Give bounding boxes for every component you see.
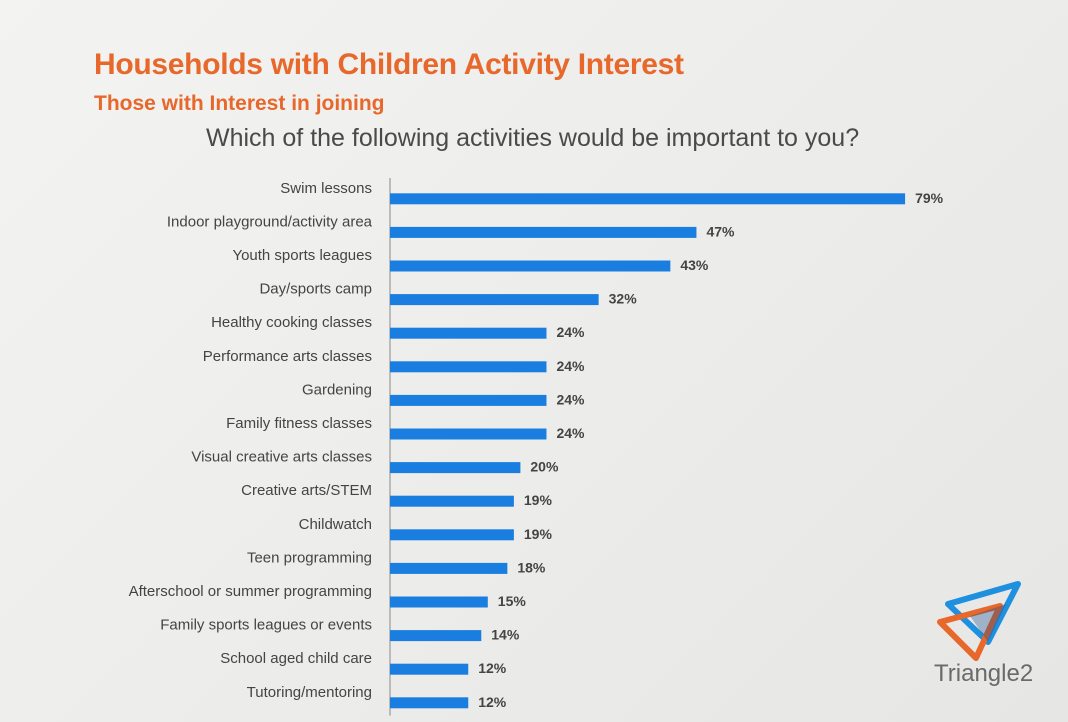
bar (390, 697, 469, 709)
data-label: 18% (517, 559, 546, 575)
category-label: Childwatch (299, 516, 372, 533)
category-label: Swim lessons (280, 180, 372, 197)
category-label: Youth sports leagues (232, 247, 372, 264)
bar (390, 663, 469, 675)
category-label: Day/sports camp (259, 281, 372, 298)
data-label: 32% (609, 291, 638, 307)
bar (390, 630, 482, 642)
category-label: Healthy cooking classes (211, 314, 372, 331)
logo-text: Triangle2 (934, 660, 1034, 687)
category-label: Family fitness classes (226, 415, 372, 432)
bar (390, 226, 697, 238)
category-label: Tutoring/mentoring (247, 684, 372, 701)
category-label: Teen programming (247, 549, 372, 566)
category-label: Gardening (302, 381, 372, 398)
survey-question: Which of the following activities would … (206, 124, 860, 152)
category-label: Afterschool or summer programming (129, 583, 372, 600)
data-label: 79% (915, 190, 944, 206)
bar (390, 428, 547, 440)
data-label: 20% (530, 459, 559, 475)
data-label: 43% (680, 257, 709, 273)
category-label: Indoor playground/activity area (167, 213, 373, 230)
category-label: School aged child care (220, 650, 372, 667)
bar (390, 529, 514, 541)
chart-title: Households with Children Activity Intere… (94, 48, 684, 81)
category-label: Family sports leagues or events (160, 617, 372, 634)
bar (390, 596, 488, 608)
data-label: 15% (498, 593, 527, 609)
data-label: 12% (478, 694, 507, 710)
bar (390, 462, 521, 474)
bar (390, 327, 547, 339)
bar (390, 193, 906, 205)
bar (390, 562, 508, 574)
bar (390, 495, 514, 507)
data-label: 24% (556, 358, 585, 374)
bar (390, 260, 671, 272)
bar (390, 294, 599, 306)
data-label: 24% (556, 425, 585, 441)
category-label: Creative arts/STEM (241, 482, 372, 499)
category-label: Visual creative arts classes (191, 449, 372, 466)
category-label: Performance arts classes (203, 348, 372, 365)
data-label: 19% (524, 526, 553, 542)
chart-subtitle: Those with Interest in joining (94, 92, 385, 115)
bar (390, 361, 547, 373)
data-label: 19% (524, 492, 553, 508)
data-label: 47% (706, 223, 735, 239)
data-label: 24% (556, 324, 585, 340)
data-label: 14% (491, 627, 520, 643)
bar (390, 394, 547, 406)
data-label: 12% (478, 660, 507, 676)
data-label: 24% (556, 391, 585, 407)
triangle-logo-icon (937, 581, 1021, 661)
